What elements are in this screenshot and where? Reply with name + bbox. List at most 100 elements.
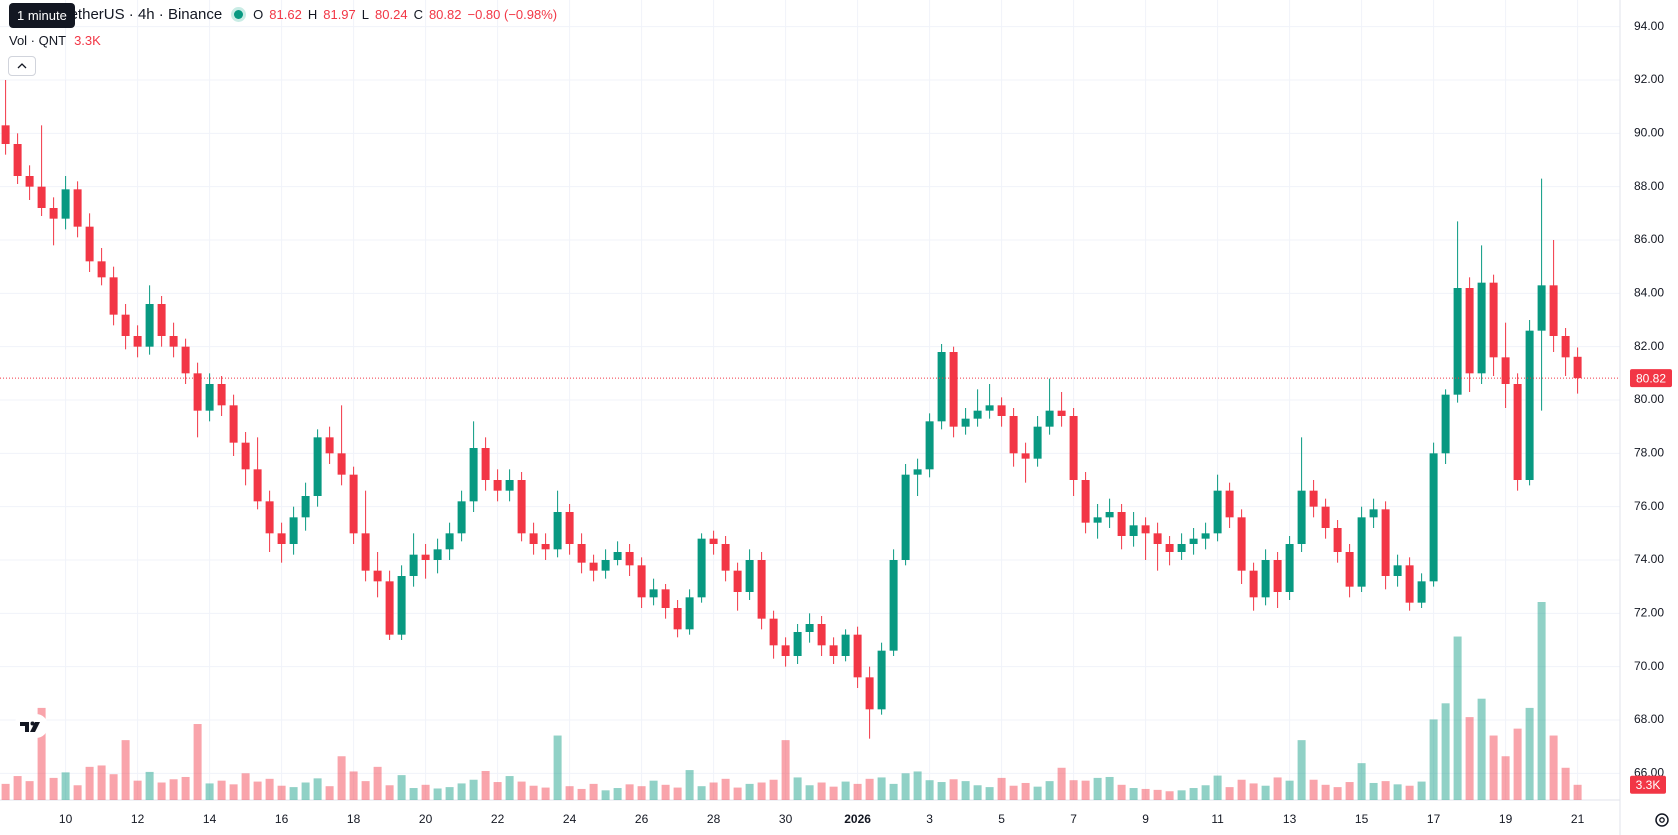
ohlc-value: 80.82 (428, 7, 462, 22)
volume-bar (925, 780, 934, 800)
x-tick-label: 20 (419, 812, 433, 826)
candle-body (1321, 506, 1330, 528)
candle-body (1237, 517, 1246, 571)
volume-bar (973, 785, 982, 800)
volume-bar (505, 776, 514, 800)
x-tick-label: 10 (59, 812, 73, 826)
volume-bar (1057, 767, 1066, 800)
candle-body (469, 448, 478, 502)
y-tick-label: 80.00 (1634, 392, 1664, 406)
volume-bar (1465, 717, 1474, 800)
volume-bar (997, 777, 1006, 800)
volume-bar (1573, 784, 1582, 800)
volume-bar (961, 781, 970, 800)
volume-bar (1549, 735, 1558, 800)
price-badge-label: 80.82 (1636, 371, 1666, 385)
volume-bar (85, 766, 94, 800)
volume-bar (73, 785, 82, 800)
ohlc-key: O (253, 7, 264, 22)
candle-body (1333, 528, 1342, 552)
volume-bar (1225, 787, 1234, 800)
candle-body (1309, 490, 1318, 507)
candle-body (253, 469, 262, 502)
candle-body (1513, 384, 1522, 480)
y-tick-label: 84.00 (1634, 286, 1664, 300)
volume-bar (877, 777, 886, 800)
ohlc-key: H (307, 7, 318, 22)
candle-body (61, 189, 70, 219)
volume-bar (1537, 602, 1546, 800)
y-tick-label: 82.00 (1634, 339, 1664, 353)
volume-bar (1561, 767, 1570, 800)
volume-value: 3.3K (74, 33, 101, 48)
candle-body (337, 453, 346, 475)
volume-bar (1261, 785, 1270, 800)
volume-bar (49, 777, 58, 800)
candle-body (13, 144, 22, 176)
candle-body (601, 560, 610, 571)
candle-body (1381, 509, 1390, 576)
x-tick-label: 15 (1355, 812, 1369, 826)
volume-bar (1381, 781, 1390, 800)
candle-body (769, 618, 778, 646)
candle-body (493, 480, 502, 491)
candle-body (889, 560, 898, 651)
volume-bar (409, 788, 418, 800)
candle-body (1201, 533, 1210, 539)
candle-body (301, 496, 310, 518)
candle-body (1369, 509, 1378, 518)
volume-bar (625, 784, 634, 800)
y-tick-label: 72.00 (1634, 606, 1664, 620)
candle-body (1177, 544, 1186, 552)
x-tick-label: 11 (1211, 812, 1224, 826)
volume-bar (613, 788, 622, 800)
volume-bar (709, 782, 718, 800)
candle-body (1165, 544, 1174, 552)
volume-bar (1489, 735, 1498, 800)
candle-body (313, 437, 322, 496)
volume-bar (937, 782, 946, 800)
volume-bar (649, 780, 658, 800)
volume-bar (1093, 777, 1102, 800)
volume-bar (457, 783, 466, 800)
candle-body (829, 645, 838, 656)
volume-bar (769, 779, 778, 800)
volume-bar (589, 783, 598, 800)
candle-body (205, 384, 214, 411)
collapse-button[interactable] (8, 56, 36, 76)
y-tick-label: 78.00 (1634, 446, 1664, 460)
volume-bar (277, 785, 286, 800)
y-tick-label: 90.00 (1634, 126, 1664, 140)
change: −0.80 (−0.98%) (467, 7, 558, 22)
x-tick-label: 30 (779, 812, 793, 826)
candle-body (649, 589, 658, 598)
ohlc-key: C (413, 7, 423, 22)
volume-bar (829, 786, 838, 800)
candle-body (541, 544, 550, 550)
candle-body (1297, 490, 1306, 544)
volume-bar (121, 740, 130, 800)
candle-body (781, 645, 790, 656)
volume-legend: Vol · QNT 3.3K (9, 33, 101, 48)
volume-badge-label: 3.3K (1636, 778, 1661, 792)
candle-body (1129, 525, 1138, 536)
candle-body (73, 189, 82, 227)
candle-body (1153, 533, 1162, 544)
volume-bar (901, 773, 910, 800)
volume-bar (697, 786, 706, 800)
volume-bar (1345, 782, 1354, 800)
settings-icon[interactable] (1650, 808, 1674, 832)
candle-body (1273, 560, 1282, 592)
candle-body (589, 562, 598, 571)
volume-bar (1213, 775, 1222, 800)
candle-body (973, 410, 982, 419)
price-badge (1630, 369, 1672, 388)
volume-bar (25, 781, 34, 800)
volume-bar (529, 785, 538, 800)
x-tick-label: 18 (347, 812, 361, 826)
volume-bar (397, 775, 406, 800)
volume-bar (325, 786, 334, 800)
candle-body (1249, 570, 1258, 598)
volume-bar (541, 787, 550, 800)
